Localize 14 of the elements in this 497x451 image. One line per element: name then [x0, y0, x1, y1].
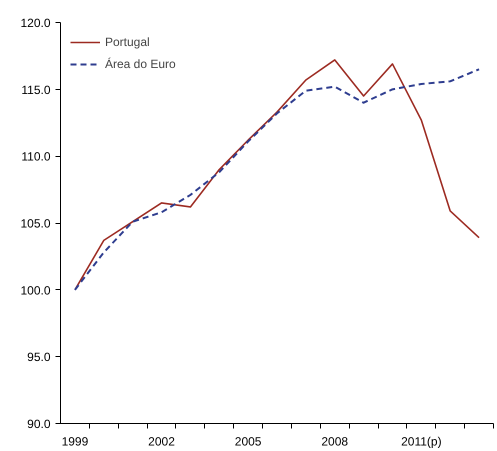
y-tick-label: 120.0	[20, 16, 51, 30]
y-tick-label: 95.0	[27, 350, 51, 364]
x-tick-label: 2008	[321, 434, 348, 448]
x-tick-label: 2011(p)	[401, 434, 442, 448]
x-tick-label: 1999	[62, 434, 89, 448]
x-tick-label: 2005	[234, 434, 262, 448]
y-tick-label: 90.0	[27, 417, 51, 431]
y-tick-label: 110.0	[21, 150, 51, 164]
y-tick-label: 115.0	[21, 82, 51, 97]
legend-label: Portugal	[105, 35, 150, 49]
y-tick-label: 105.0	[20, 216, 51, 230]
legend-label: Área do Euro	[105, 57, 176, 71]
x-tick-label: 2002	[148, 434, 176, 448]
y-tick-label: 100.0	[20, 283, 51, 298]
